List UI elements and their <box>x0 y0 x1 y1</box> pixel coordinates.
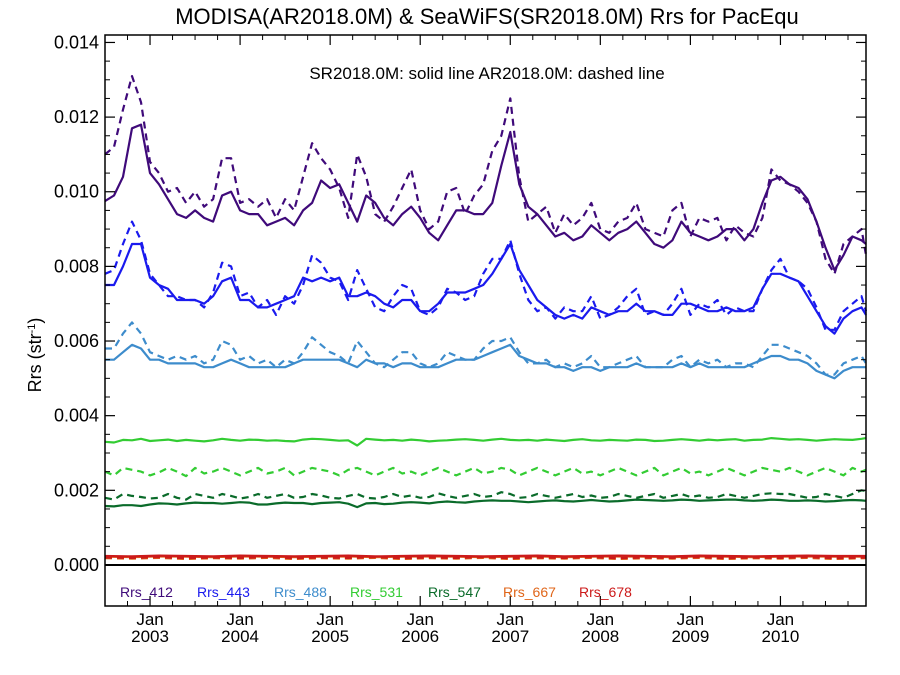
series-line-rrs-547-dashed <box>104 489 867 501</box>
x-tick-year-label: 2005 <box>311 627 349 646</box>
legend-entry-rrs-547: Rrs_547 <box>428 584 481 600</box>
chart-title: MODISA(AR2018.0M) & SeaWiFS(SR2018.0M) R… <box>175 4 799 29</box>
series-line-rrs-443-dashed <box>104 220 868 331</box>
series-line-rrs-531-dashed <box>104 466 867 478</box>
y-tick-label: 0.008 <box>54 256 99 276</box>
y-axis-label-tail: ) <box>25 318 45 324</box>
x-tick-month-label: Jan <box>226 610 253 629</box>
x-tick-year-label: 2007 <box>491 627 529 646</box>
legend-entry-rrs-443: Rrs_443 <box>197 584 250 600</box>
series-line-rrs-488-solid <box>105 343 866 380</box>
series-line-rrs-412-solid <box>104 123 867 272</box>
series-line-rrs-531-solid <box>104 437 867 447</box>
x-tick-month-label: Jan <box>316 610 343 629</box>
x-tick-year-label: 2010 <box>762 627 800 646</box>
series-line-rrs-443-solid <box>105 242 867 335</box>
y-tick-label: 0.010 <box>54 182 99 202</box>
y-tick-label: 0.002 <box>54 480 99 500</box>
series-line-rrs-678-solid <box>104 554 866 558</box>
plot-area <box>104 74 868 566</box>
y-axis-label: Rrs (str-1) <box>25 318 45 393</box>
y-axis-label-superscript: -1 <box>26 324 38 334</box>
x-tick-month-label: Jan <box>136 610 163 629</box>
x-tick-year-label: 2009 <box>671 627 709 646</box>
y-tick-label: 0.012 <box>54 107 99 127</box>
legend-entry-rrs-667: Rrs_667 <box>503 584 556 600</box>
legend-entry-rrs-488: Rrs_488 <box>274 584 327 600</box>
svg-text:Rrs (str-1): Rrs (str-1) <box>25 318 45 393</box>
x-tick-year-label: 2003 <box>131 627 169 646</box>
legend: Rrs_412 Rrs_443 Rrs_488 Rrs_531 Rrs_547 Rrs_6… <box>120 584 632 600</box>
x-tick-month-label: Jan <box>406 610 433 629</box>
x-tick-year-label: 2006 <box>401 627 439 646</box>
y-tick-label: 0.006 <box>54 331 99 351</box>
y-tick-label: 0.004 <box>54 406 99 426</box>
legend-entry-rrs-678: Rrs_678 <box>579 584 632 600</box>
series-line-rrs-547-solid <box>104 498 867 509</box>
y-axis-label-main: Rrs (str <box>25 333 45 392</box>
legend-entry-rrs-531: Rrs_531 <box>350 584 403 600</box>
x-tick-month-label: Jan <box>767 610 794 629</box>
x-tick-year-label: 2004 <box>221 627 259 646</box>
x-tick-month-label: Jan <box>497 610 524 629</box>
series-line-rrs-678-dashed <box>104 555 867 560</box>
x-tick-month-label: Jan <box>677 610 704 629</box>
series-line-rrs-412-dashed <box>104 74 868 275</box>
y-tick-label: 0.000 <box>54 555 99 575</box>
series-line-rrs-488-dashed <box>105 321 867 376</box>
x-tick-month-label: Jan <box>587 610 614 629</box>
legend-entry-rrs-412: Rrs_412 <box>120 584 173 600</box>
plot-frame <box>104 34 867 607</box>
axes: 0.000 0.002 0.004 0.006 0.008 0.010 0.012 0.014… <box>54 32 867 646</box>
line-style-annotation: SR2018.0M: solid line AR2018.0M: dashed … <box>309 64 664 83</box>
x-tick-year-label: 2008 <box>581 627 619 646</box>
y-tick-label: 0.014 <box>54 32 99 52</box>
